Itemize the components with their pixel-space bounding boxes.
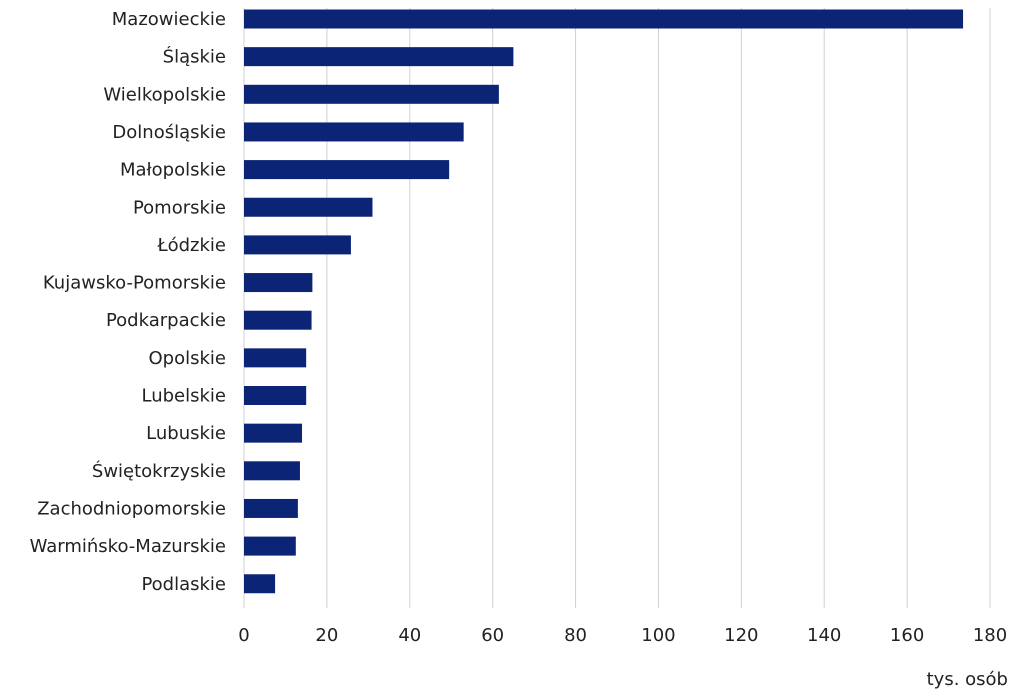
bar-5 bbox=[244, 197, 373, 217]
x-tick-labels: 0 20 40 60 80 100 120 140 160 180 bbox=[238, 625, 1007, 646]
category-label: Zachodniopomorskie bbox=[37, 498, 226, 519]
bar-3 bbox=[244, 122, 464, 142]
bar-10 bbox=[244, 386, 307, 405]
category-label: Lubuskie bbox=[146, 423, 226, 444]
category-label: Małopolskie bbox=[120, 160, 226, 181]
bar-7 bbox=[244, 273, 313, 293]
category-label: Pomorskie bbox=[133, 197, 226, 218]
x-axis-title: tys. osób bbox=[927, 669, 1008, 690]
x-tick-label: 100 bbox=[641, 625, 675, 646]
category-label: Dolnośląskie bbox=[112, 122, 226, 143]
category-label: Opolskie bbox=[149, 348, 226, 369]
category-label: Świętokrzyskie bbox=[92, 460, 226, 482]
category-label: Wielkopolskie bbox=[103, 84, 226, 105]
bar-15 bbox=[244, 574, 276, 594]
category-label: Mazowieckie bbox=[112, 9, 226, 30]
x-tick-label: 80 bbox=[564, 625, 587, 646]
x-tick-label: 160 bbox=[890, 625, 924, 646]
x-tick-label: 120 bbox=[724, 625, 758, 646]
category-label: Warmińsko-Mazurskie bbox=[30, 536, 226, 557]
bar-12 bbox=[244, 461, 300, 481]
x-tick-label: 140 bbox=[807, 625, 841, 646]
category-label: Lubelskie bbox=[142, 386, 227, 407]
category-label: Podlaskie bbox=[141, 574, 226, 595]
bar-14 bbox=[244, 536, 296, 556]
bar-2 bbox=[244, 84, 499, 104]
bar-4 bbox=[244, 160, 450, 180]
bar-9 bbox=[244, 348, 307, 368]
bar-6 bbox=[244, 235, 351, 255]
category-label: Kujawsko-Pomorskie bbox=[43, 273, 226, 294]
bar-11 bbox=[244, 423, 303, 443]
bar-0 bbox=[244, 9, 964, 29]
bar-1 bbox=[244, 47, 514, 67]
bar-13 bbox=[244, 498, 298, 518]
category-label: Śląskie bbox=[163, 46, 226, 68]
bar-8 bbox=[244, 310, 312, 330]
x-tick-label: 20 bbox=[315, 625, 338, 646]
category-label: Podkarpackie bbox=[106, 310, 226, 331]
grid-lines bbox=[243, 8, 991, 608]
x-tick-label: 60 bbox=[481, 625, 504, 646]
x-tick-label: 0 bbox=[238, 625, 249, 646]
x-tick-label: 180 bbox=[973, 625, 1007, 646]
x-tick-label: 40 bbox=[398, 625, 421, 646]
category-labels: Mazowieckie Śląskie Wielkopolskie Dolnośląs… bbox=[30, 9, 226, 595]
category-label: Łódzkie bbox=[156, 235, 226, 256]
bars bbox=[244, 9, 964, 594]
